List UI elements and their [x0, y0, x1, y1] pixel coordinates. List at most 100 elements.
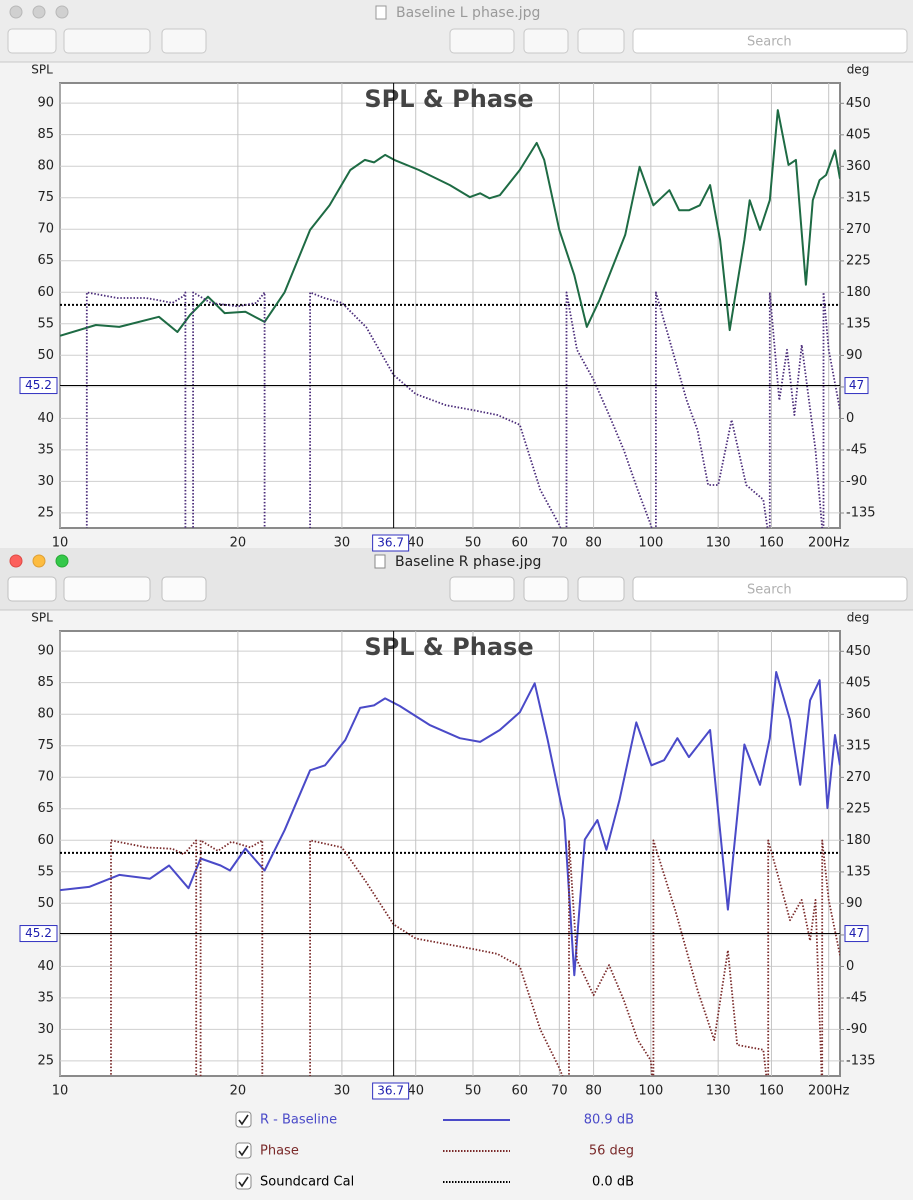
- x-tick-label: 40: [407, 536, 424, 551]
- y2-tick-label: -135: [846, 506, 876, 521]
- file-icon: [374, 554, 386, 569]
- zoom-button[interactable]: [55, 5, 69, 19]
- checkbox[interactable]: [235, 1111, 252, 1128]
- y2-tick-label: 315: [846, 738, 871, 753]
- y2-tick-label: 225: [846, 253, 871, 268]
- search-field[interactable]: [632, 576, 908, 602]
- toolbar: [7, 28, 908, 54]
- cursor-x-label: 36.7: [377, 1084, 404, 1098]
- y-tick-label: 25: [37, 505, 54, 520]
- window-title: Baseline R phase.jpg: [395, 554, 541, 570]
- zoom-buttons[interactable]: [63, 28, 151, 54]
- x-tick-label: 200Hz: [808, 536, 850, 551]
- cursor-y-label: 45.2: [25, 926, 52, 940]
- cursor-x-label: 36.7: [377, 536, 404, 550]
- y2-tick-label: 0: [846, 411, 854, 426]
- y-tick-label: 35: [37, 442, 54, 457]
- x-tick-label: 200Hz: [808, 1084, 850, 1099]
- rotate-button[interactable]: [523, 576, 569, 602]
- share-button[interactable]: [161, 28, 207, 54]
- search-placeholder: Search: [747, 35, 792, 50]
- legend-label: Phase: [260, 1144, 299, 1159]
- y-tick-label: 80: [37, 707, 54, 722]
- y-tick-label: 55: [37, 864, 54, 879]
- markup-button[interactable]: [449, 576, 515, 602]
- minimize-button[interactable]: [32, 554, 46, 568]
- y-tick-label: 80: [37, 159, 54, 174]
- y2-tick-label: 135: [846, 316, 871, 331]
- y2-tick-label: -45: [846, 990, 867, 1005]
- y-tick-label: 50: [37, 896, 54, 911]
- x-tick-label: 100: [638, 1084, 663, 1099]
- y-tick-label: 25: [37, 1053, 54, 1068]
- sidebar-button[interactable]: [7, 576, 57, 602]
- y-tick-label: 90: [37, 96, 54, 111]
- y-axis-label: SPL: [31, 611, 53, 625]
- x-tick-label: 160: [759, 536, 784, 551]
- checkbox[interactable]: [235, 1142, 252, 1159]
- rotate-button[interactable]: [523, 28, 569, 54]
- search-field[interactable]: [632, 28, 908, 54]
- annotate-button[interactable]: [577, 28, 625, 54]
- chart-title: SPL & Phase: [364, 633, 533, 661]
- y2-tick-label: 180: [846, 833, 871, 848]
- x-tick-label: 80: [585, 1084, 602, 1099]
- x-tick-label: 30: [334, 536, 351, 551]
- cursor-box: [19, 377, 58, 395]
- checkmark: [238, 1176, 249, 1188]
- y-tick-label: 65: [37, 801, 54, 816]
- x-tick-label: 10: [52, 1084, 69, 1099]
- cursor-box: [372, 534, 410, 552]
- x-tick-label: 70: [551, 1084, 568, 1099]
- series-line: [110, 839, 840, 1076]
- cursor-box: [844, 925, 869, 943]
- y-tick-label: 50: [37, 348, 54, 363]
- checkbox[interactable]: [235, 1173, 252, 1190]
- y2-tick-label: 225: [846, 801, 871, 816]
- close-button[interactable]: [9, 554, 23, 568]
- x-tick-label: 30: [334, 1084, 351, 1099]
- x-tick-label: 20: [230, 536, 247, 551]
- cursor-y2-label: 47: [849, 378, 864, 392]
- y2-tick-label: 270: [846, 770, 871, 785]
- share-button[interactable]: [161, 576, 207, 602]
- cursor-box: [19, 925, 58, 943]
- chart-title: SPL & Phase: [364, 85, 533, 113]
- y2-tick-label: 315: [846, 190, 871, 205]
- x-tick-label: 50: [465, 1084, 482, 1099]
- series-line: [60, 109, 840, 337]
- y2-axis-label: deg: [847, 63, 870, 77]
- x-tick-label: 60: [511, 1084, 528, 1099]
- legend-reading: 80.9 dB: [584, 1113, 634, 1128]
- sidebar-button[interactable]: [7, 28, 57, 54]
- y2-tick-label: 405: [846, 127, 871, 142]
- y2-tick-label: -135: [846, 1054, 876, 1069]
- search-placeholder: Search: [747, 583, 792, 598]
- x-tick-label: 40: [407, 1084, 424, 1099]
- legend-reading: 0.0 dB: [592, 1175, 634, 1190]
- y2-tick-label: 135: [846, 864, 871, 879]
- x-tick-label: 100: [638, 536, 663, 551]
- series-line: [85, 291, 840, 528]
- y2-tick-label: 180: [846, 285, 871, 300]
- markup-button[interactable]: [449, 28, 515, 54]
- y-tick-label: 40: [37, 411, 54, 426]
- close-button[interactable]: [9, 5, 23, 19]
- y-tick-label: 60: [37, 833, 54, 848]
- y2-tick-label: -45: [846, 442, 867, 457]
- y-tick-label: 70: [37, 222, 54, 237]
- zoom-buttons[interactable]: [63, 576, 151, 602]
- y2-tick-label: 0: [846, 959, 854, 974]
- y-tick-label: 40: [37, 959, 54, 974]
- zoom-button[interactable]: [55, 554, 69, 568]
- annotate-button[interactable]: [577, 576, 625, 602]
- legend-label: Soundcard Cal: [260, 1175, 354, 1190]
- y2-tick-label: 450: [846, 644, 871, 659]
- y2-tick-label: -90: [846, 1022, 867, 1037]
- x-tick-label: 50: [465, 536, 482, 551]
- y-tick-label: 55: [37, 316, 54, 331]
- x-tick-label: 130: [706, 536, 731, 551]
- minimize-button[interactable]: [32, 5, 46, 19]
- y2-tick-label: 360: [846, 707, 871, 722]
- y2-tick-label: 450: [846, 96, 871, 111]
